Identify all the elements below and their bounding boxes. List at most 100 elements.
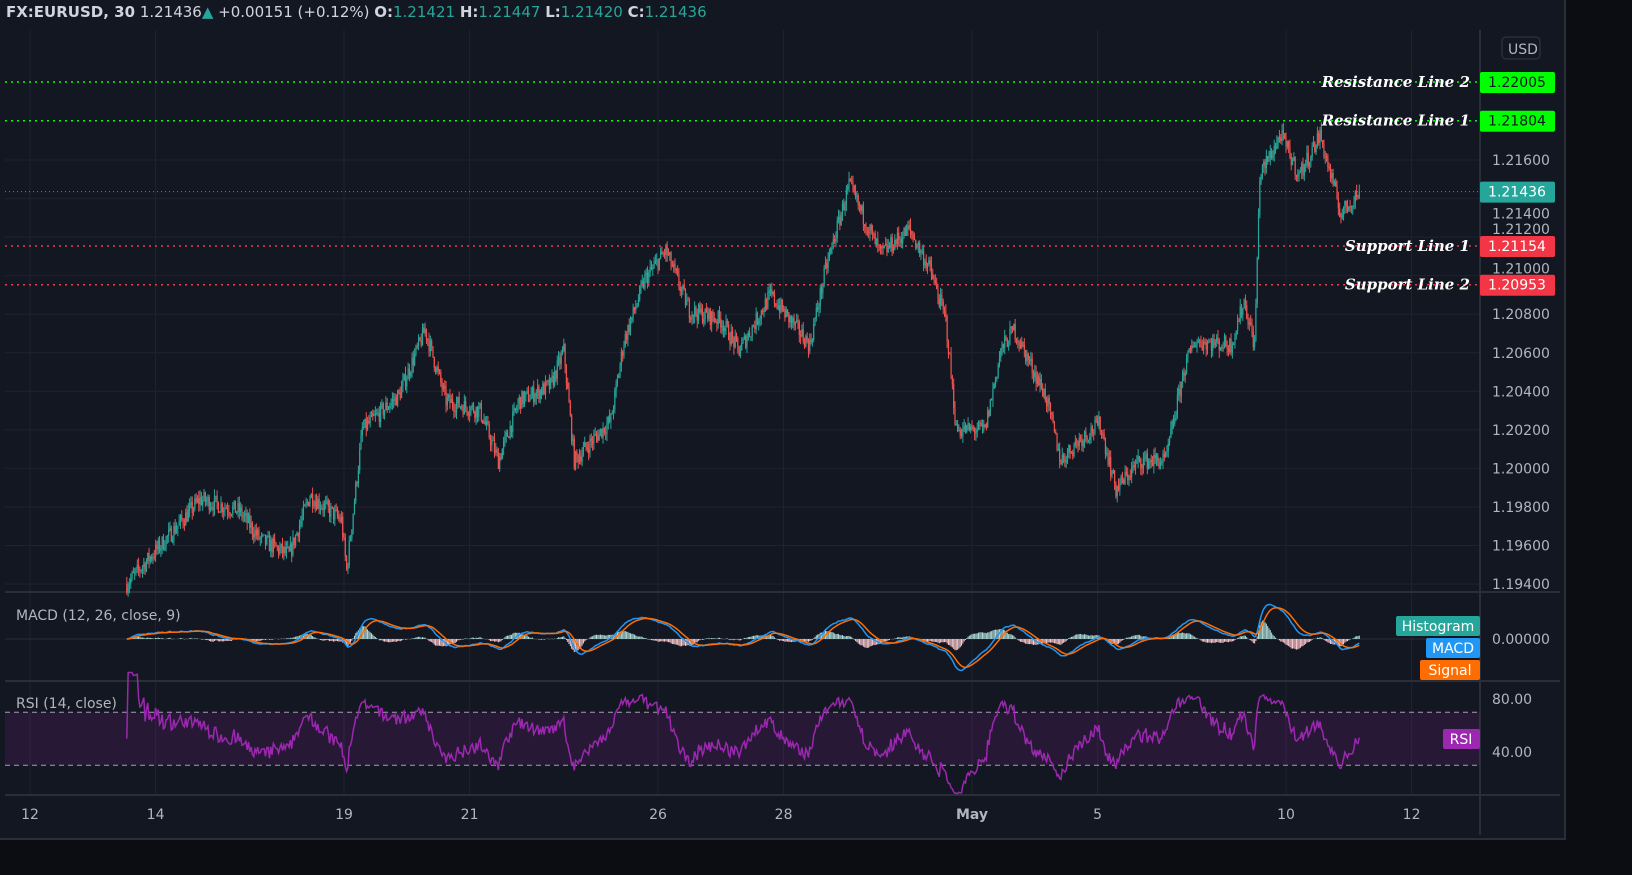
candle bbox=[1303, 164, 1305, 176]
candle bbox=[1233, 344, 1235, 345]
candle bbox=[783, 308, 785, 311]
candle bbox=[1225, 336, 1227, 347]
candle bbox=[1192, 345, 1194, 348]
candle bbox=[743, 336, 745, 339]
candle bbox=[1120, 475, 1122, 484]
candle bbox=[1098, 416, 1100, 426]
y-tick-label: 1.21200 bbox=[1492, 222, 1550, 238]
candle bbox=[1073, 444, 1075, 456]
candle bbox=[776, 305, 778, 309]
candle bbox=[1336, 186, 1338, 199]
candle bbox=[590, 438, 592, 442]
candle bbox=[852, 182, 854, 186]
signal-line bbox=[126, 607, 1360, 669]
candle bbox=[899, 239, 901, 241]
candle bbox=[427, 339, 429, 340]
candle bbox=[886, 243, 888, 252]
candle bbox=[147, 552, 149, 562]
candle bbox=[444, 385, 446, 389]
candle bbox=[622, 351, 624, 356]
candle bbox=[684, 289, 687, 306]
candle bbox=[796, 320, 798, 322]
candle bbox=[860, 204, 862, 211]
candle bbox=[419, 337, 421, 340]
candle bbox=[894, 239, 896, 250]
candle bbox=[571, 415, 573, 442]
candle bbox=[162, 536, 165, 550]
candle bbox=[1193, 346, 1196, 348]
candle bbox=[348, 540, 350, 566]
x-tick-label: 12 bbox=[21, 807, 39, 823]
candle bbox=[331, 506, 333, 508]
symbol-name[interactable]: FX:EURUSD, 30 bbox=[6, 3, 136, 21]
candle bbox=[1250, 322, 1252, 324]
candle bbox=[296, 533, 298, 536]
candle bbox=[400, 386, 403, 399]
candle bbox=[730, 331, 732, 344]
candle bbox=[728, 324, 730, 340]
candle bbox=[1184, 372, 1186, 377]
candle bbox=[882, 246, 884, 248]
candle bbox=[834, 239, 836, 242]
candle bbox=[686, 300, 688, 306]
candle bbox=[141, 567, 144, 571]
candle bbox=[1284, 133, 1286, 139]
candle bbox=[1271, 151, 1273, 159]
candle bbox=[1302, 163, 1304, 176]
candle bbox=[410, 372, 412, 376]
candle bbox=[1000, 348, 1002, 359]
candle bbox=[1288, 141, 1290, 147]
candle bbox=[139, 569, 141, 572]
candle bbox=[458, 397, 460, 408]
candle bbox=[520, 397, 522, 409]
candle bbox=[652, 267, 654, 269]
candle bbox=[1079, 437, 1082, 439]
candle bbox=[663, 253, 666, 255]
macd-tag-signal bbox=[1420, 660, 1480, 680]
candle bbox=[236, 511, 238, 513]
resistance-line-label: Resistance Line 1 bbox=[1321, 112, 1470, 130]
candle bbox=[907, 226, 909, 229]
candle bbox=[813, 324, 815, 340]
candle bbox=[191, 502, 193, 513]
low-label: L: bbox=[545, 3, 561, 21]
candle bbox=[1246, 305, 1248, 319]
candle bbox=[1002, 344, 1004, 348]
candle bbox=[158, 540, 161, 551]
candle bbox=[1329, 167, 1332, 179]
candle bbox=[1043, 389, 1045, 396]
candle bbox=[225, 507, 227, 509]
candle bbox=[682, 285, 684, 289]
candle bbox=[801, 329, 803, 337]
candle bbox=[623, 345, 625, 356]
candle bbox=[155, 544, 157, 558]
candle bbox=[137, 564, 140, 570]
candle bbox=[186, 512, 188, 522]
candle bbox=[874, 233, 876, 245]
high-label: H: bbox=[459, 3, 479, 21]
candle bbox=[195, 498, 197, 502]
candle bbox=[1297, 175, 1299, 177]
candle bbox=[219, 511, 221, 513]
candle bbox=[1076, 441, 1078, 442]
candle bbox=[390, 402, 392, 407]
candle bbox=[989, 399, 991, 417]
candle bbox=[153, 556, 155, 558]
candle bbox=[283, 547, 285, 554]
candle bbox=[1183, 372, 1185, 377]
candle bbox=[540, 389, 543, 395]
x-tick-label: May bbox=[956, 807, 988, 823]
candle bbox=[564, 344, 566, 367]
candle bbox=[165, 536, 167, 548]
candle bbox=[1265, 155, 1267, 169]
rsi-band bbox=[5, 712, 1480, 766]
candle bbox=[943, 308, 946, 312]
candle bbox=[527, 390, 530, 402]
candle bbox=[662, 253, 664, 255]
candle bbox=[1187, 352, 1189, 359]
candle bbox=[979, 422, 981, 424]
candle bbox=[1172, 421, 1175, 424]
candle bbox=[1356, 191, 1358, 197]
candle bbox=[1104, 439, 1107, 454]
